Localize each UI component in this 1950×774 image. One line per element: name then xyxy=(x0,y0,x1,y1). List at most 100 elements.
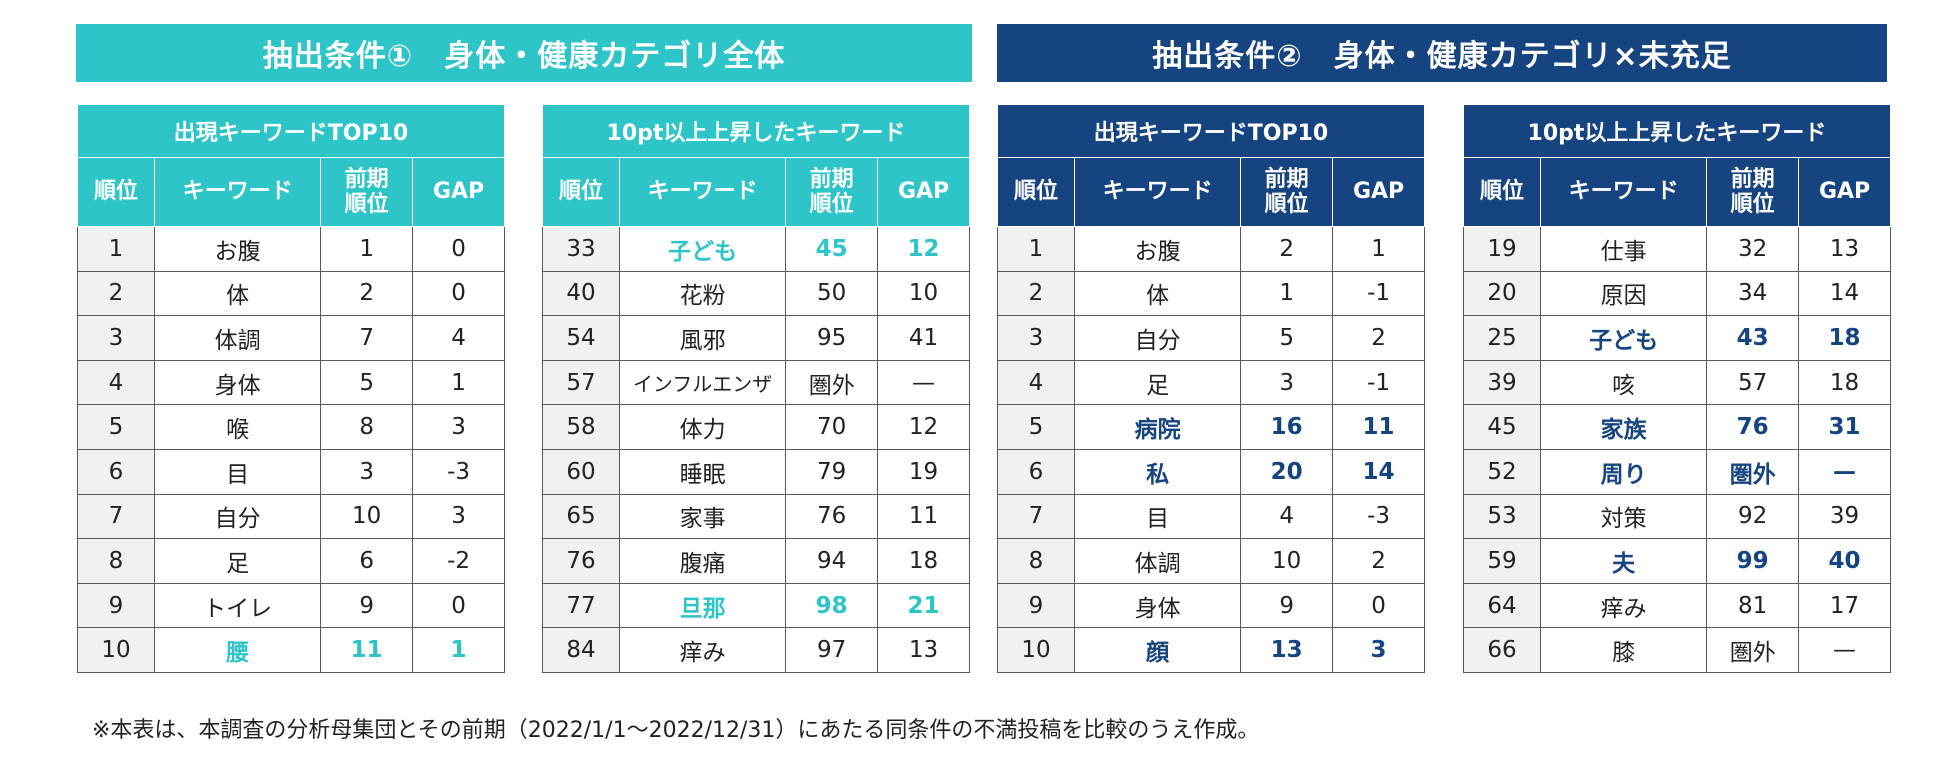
gap-cell: 1 xyxy=(1332,226,1425,272)
table-row: 5 病院 16 11 xyxy=(997,404,1425,450)
header-keyword: キーワード xyxy=(1073,157,1242,227)
rank-cell: 53 xyxy=(1463,493,1541,540)
keyword-cell: 花粉 xyxy=(618,270,787,317)
gap-cell: 11 xyxy=(877,493,970,540)
header-keyword: キーワード xyxy=(1539,157,1708,227)
keyword-cell: 周り xyxy=(1539,448,1708,495)
prev-rank-cell: 10 xyxy=(1240,538,1334,584)
keyword-cell: 体力 xyxy=(618,404,787,450)
table-row: 25 子ども 43 18 xyxy=(1463,315,1891,361)
gap-cell: 18 xyxy=(877,538,970,584)
rank-cell: 59 xyxy=(1463,538,1541,584)
table-row: 6 私 20 14 xyxy=(997,448,1425,495)
table-c1-top10: 出現キーワードTOP10 順位 キーワード 前期 順位 GAP 1 お腹 1 0 2 体 2 0 3 体調 7… xyxy=(77,104,505,673)
keyword-cell: 足 xyxy=(1073,359,1242,406)
table-row: 4 足 3 -1 xyxy=(997,359,1425,406)
gap-cell: 3 xyxy=(1332,627,1425,673)
table-row: 65 家事 76 11 xyxy=(542,493,970,540)
keyword-cell: 目 xyxy=(153,448,322,495)
header-rank: 順位 xyxy=(997,157,1075,227)
rank-cell: 8 xyxy=(997,538,1075,584)
prev-rank-cell: 3 xyxy=(1240,359,1334,406)
gap-cell: 13 xyxy=(1798,226,1891,272)
keyword-cell: 自分 xyxy=(1073,315,1242,361)
rank-cell: 8 xyxy=(77,538,155,584)
rank-cell: 4 xyxy=(77,359,155,406)
table-row: 19 仕事 32 13 xyxy=(1463,226,1891,272)
table-row: 53 対策 92 39 xyxy=(1463,493,1891,540)
rank-cell: 3 xyxy=(77,315,155,361)
rank-cell: 9 xyxy=(77,582,155,629)
prev-rank-cell: 10 xyxy=(320,493,414,540)
prev-rank-cell: 43 xyxy=(1706,315,1800,361)
table-title: 出現キーワードTOP10 xyxy=(77,104,505,158)
gap-cell: 2 xyxy=(1332,315,1425,361)
table-row: 52 周り 圏外 — xyxy=(1463,448,1891,495)
header-prev-rank: 前期 順位 xyxy=(1706,157,1800,227)
gap-cell: 13 xyxy=(877,627,970,673)
prev-rank-cell: 圏外 xyxy=(1706,448,1800,495)
table-row: 7 目 4 -3 xyxy=(997,493,1425,540)
table-row: 8 足 6 -2 xyxy=(77,538,505,584)
prev-rank-cell: 92 xyxy=(1706,493,1800,540)
keyword-cell: 自分 xyxy=(153,493,322,540)
header-gap: GAP xyxy=(1332,157,1425,227)
gap-cell: -1 xyxy=(1332,359,1425,406)
header-gap: GAP xyxy=(412,157,505,227)
table-row: 10 腰 11 1 xyxy=(77,627,505,673)
table-row: 8 体調 10 2 xyxy=(997,538,1425,584)
prev-rank-cell: 70 xyxy=(785,404,879,450)
table-row: 64 痒み 81 17 xyxy=(1463,582,1891,629)
prev-rank-cell: 6 xyxy=(320,538,414,584)
gap-cell: -3 xyxy=(412,448,505,495)
prev-rank-cell: 11 xyxy=(320,627,414,673)
table-row: 66 膝圏外 — xyxy=(1463,627,1891,673)
keyword-cell: 身体 xyxy=(1073,582,1242,629)
keyword-cell: 家族 xyxy=(1539,404,1708,450)
keyword-cell: 家事 xyxy=(618,493,787,540)
rank-cell: 9 xyxy=(997,582,1075,629)
keyword-cell: 子ども xyxy=(618,226,787,272)
prev-rank-cell: 2 xyxy=(320,270,414,317)
keyword-cell: インフルエンザ xyxy=(618,359,787,406)
prev-rank-cell: 95 xyxy=(785,315,879,361)
table-row: 59 夫 99 40 xyxy=(1463,538,1891,584)
gap-cell: 14 xyxy=(1798,270,1891,317)
gap-cell: 3 xyxy=(412,404,505,450)
gap-cell: 40 xyxy=(1798,538,1891,584)
keyword-cell: トイレ xyxy=(153,582,322,629)
keyword-cell: お腹 xyxy=(153,226,322,272)
keyword-cell: 体調 xyxy=(1073,538,1242,584)
table-row: 9 身体 9 0 xyxy=(997,582,1425,629)
rank-cell: 40 xyxy=(542,270,620,317)
gap-cell: 18 xyxy=(1798,359,1891,406)
table-row: 9 トイレ 9 0 xyxy=(77,582,505,629)
gap-cell: 1 xyxy=(412,627,505,673)
table-c1-rising: 10pt以上上昇したキーワード 順位 キーワード 前期 順位 GAP 33 子ども 45 12 4… xyxy=(542,104,970,673)
table-c2-top10: 出現キーワードTOP10 順位 キーワード 前期 順位 GAP 1 お腹 2 1 2 体 1 -1 3 自分… xyxy=(997,104,1425,673)
keyword-cell: 身体 xyxy=(153,359,322,406)
prev-rank-cell: 圏外 xyxy=(785,359,879,406)
gap-cell: 19 xyxy=(877,448,970,495)
rank-cell: 1 xyxy=(997,226,1075,272)
rank-cell: 2 xyxy=(77,270,155,317)
prev-rank-cell: 8 xyxy=(320,404,414,450)
gap-cell: 10 xyxy=(877,270,970,317)
gap-cell: 11 xyxy=(1332,404,1425,450)
keyword-cell: 体 xyxy=(153,270,322,317)
header-rank: 順位 xyxy=(1463,157,1541,227)
prev-rank-cell: 57 xyxy=(1706,359,1800,406)
prev-rank-cell: 16 xyxy=(1240,404,1334,450)
prev-rank-cell: 圏外 xyxy=(1706,627,1800,673)
gap-cell: 0 xyxy=(412,270,505,317)
rank-cell: 57 xyxy=(542,359,620,406)
gap-cell: 21 xyxy=(877,582,970,629)
keyword-cell: 夫 xyxy=(1539,538,1708,584)
prev-rank-cell: 32 xyxy=(1706,226,1800,272)
rank-cell: 52 xyxy=(1463,448,1541,495)
gap-cell: 0 xyxy=(1332,582,1425,629)
keyword-cell: 対策 xyxy=(1539,493,1708,540)
rank-cell: 5 xyxy=(997,404,1075,450)
keyword-cell: 喉 xyxy=(153,404,322,450)
table-row: 77 旦那 98 21 xyxy=(542,582,970,629)
